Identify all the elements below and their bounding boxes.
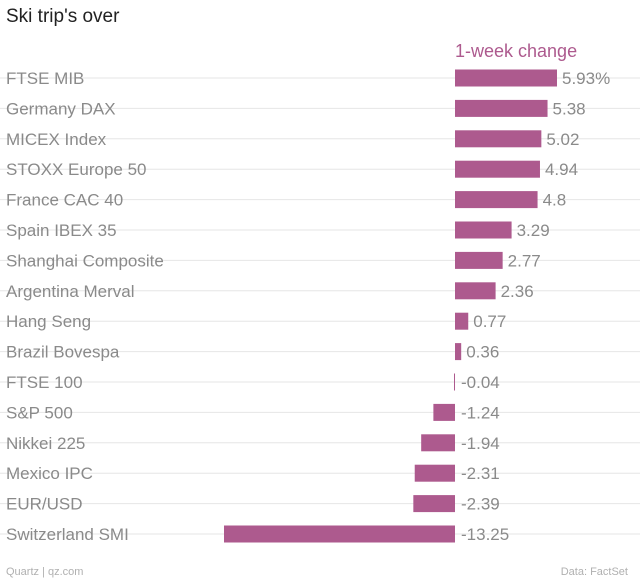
value-label: -2.31 [461,464,500,483]
value-label: 5.02 [546,130,579,149]
value-label: 5.38 [553,99,586,118]
bar [455,130,542,148]
bar [455,282,496,300]
value-label: -1.24 [461,403,500,422]
bar [455,160,540,178]
bar [455,69,557,87]
source-credit: Quartz | qz.com [6,566,84,578]
value-label: -1.94 [461,434,500,453]
category-label: Hang Seng [6,312,91,331]
value-label: -13.25 [461,525,509,544]
category-label: Mexico IPC [6,464,93,483]
value-label: 5.93% [562,69,610,88]
category-label: Argentina Merval [6,282,135,301]
category-label: Germany DAX [6,99,116,118]
bar [455,191,538,209]
category-label: Shanghai Composite [6,251,164,270]
data-source: Data: FactSet [560,566,628,578]
value-label: 0.36 [466,343,499,362]
category-label: Spain IBEX 35 [6,221,117,240]
bar [454,373,455,391]
bar [224,525,455,543]
value-label: 2.77 [508,251,541,270]
category-label: EUR/USD [6,495,83,514]
category-label: France CAC 40 [6,191,123,210]
category-label: Brazil Bovespa [6,343,120,362]
value-label: 0.77 [473,312,506,331]
category-label: FTSE MIB [6,69,84,88]
value-label: 3.29 [517,221,550,240]
value-label: 4.8 [543,191,567,210]
category-label: MICEX Index [6,130,107,149]
bar [414,464,455,482]
bar [455,312,469,330]
value-label: -2.39 [461,495,500,514]
bar [433,403,455,421]
value-label: 2.36 [501,282,534,301]
chart-title: Ski trip's over [6,6,120,27]
category-label: Switzerland SMI [6,525,129,544]
bar [455,221,512,239]
category-label: STOXX Europe 50 [6,160,147,179]
value-label: 4.94 [545,160,578,179]
series-label: 1-week change [455,41,577,61]
category-label: S&P 500 [6,403,73,422]
bar [455,99,548,117]
bar [455,251,503,269]
value-label: -0.04 [461,373,500,392]
category-label: FTSE 100 [6,373,83,392]
bar [413,495,455,513]
bar [421,434,455,452]
bar [455,343,462,361]
category-label: Nikkei 225 [6,434,85,453]
